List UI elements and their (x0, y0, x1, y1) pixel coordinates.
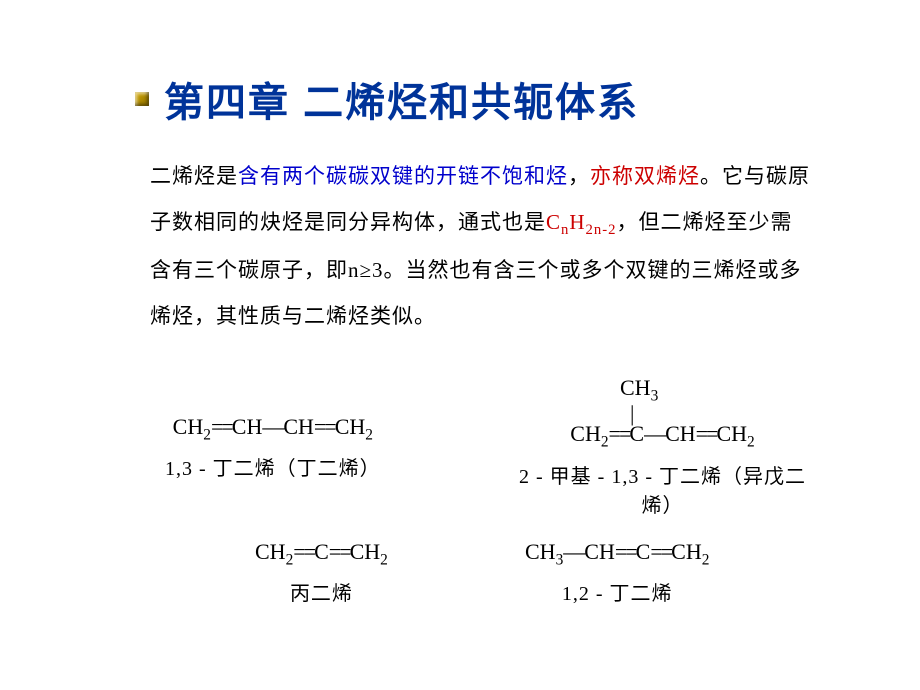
body-paragraph: 二烯烃是含有两个碳碳双键的开链不饱和烃，亦称双烯烃。它与碳原子数相同的炔烃是同分… (135, 153, 820, 339)
body-seg1: 二烯烃是 (150, 164, 238, 188)
compound-butadiene: CH2==CH—CH==CH2 1,3 - 丁二烯（丁二烯） (165, 414, 381, 481)
formula-c: C (546, 210, 561, 234)
compound-allene: CH2==C==CH2 丙二烯 (255, 539, 388, 606)
12butadiene-structure: CH3—CH==C==CH2 (525, 539, 709, 569)
isoprene-chain: CH2==C—CH==CH2 (570, 421, 754, 446)
chapter-title: 第四章 二烯烃和共轭体系 (164, 70, 639, 128)
allene-structure: CH2==C==CH2 (255, 539, 388, 569)
isoprene-structure: CH3 | CH2==C—CH==CH2 (505, 374, 820, 452)
formula: CnH2n-2 (546, 210, 616, 234)
butadiene-name: 1,3 - 丁二烯（丁二烯） (165, 452, 381, 481)
compounds-area: CH2==CH—CH==CH2 1,3 - 丁二烯（丁二烯） CH3 | CH2… (135, 369, 820, 629)
butadiene-structure: CH2==CH—CH==CH2 (165, 414, 381, 444)
body-seg3: ， (568, 164, 590, 188)
compound-isoprene: CH3 | CH2==C—CH==CH2 2 - 甲基 - 1,3 - 丁二烯（… (505, 374, 820, 518)
slide-container: 第四章 二烯烃和共轭体系 二烯烃是含有两个碳碳双键的开链不饱和烃，亦称双烯烃。它… (0, 0, 920, 690)
body-seg4-red: 亦称双烯烃 (590, 164, 700, 188)
formula-sub2: 2n-2 (586, 222, 617, 238)
bullet-icon (135, 92, 149, 106)
isoprene-name: 2 - 甲基 - 1,3 - 丁二烯（异戊二烯） (505, 460, 820, 518)
12butadiene-name: 1,2 - 丁二烯 (525, 577, 709, 606)
isoprene-methyl: CH3 (505, 374, 820, 406)
allene-name: 丙二烯 (255, 577, 388, 606)
isoprene-bond: | (505, 407, 820, 420)
title-row: 第四章 二烯烃和共轭体系 (135, 70, 820, 128)
compound-12butadiene: CH3—CH==C==CH2 1,2 - 丁二烯 (525, 539, 709, 606)
formula-h: H (569, 210, 585, 234)
body-seg2-blue: 含有两个碳碳双键的开链不饱和烃 (238, 164, 568, 188)
